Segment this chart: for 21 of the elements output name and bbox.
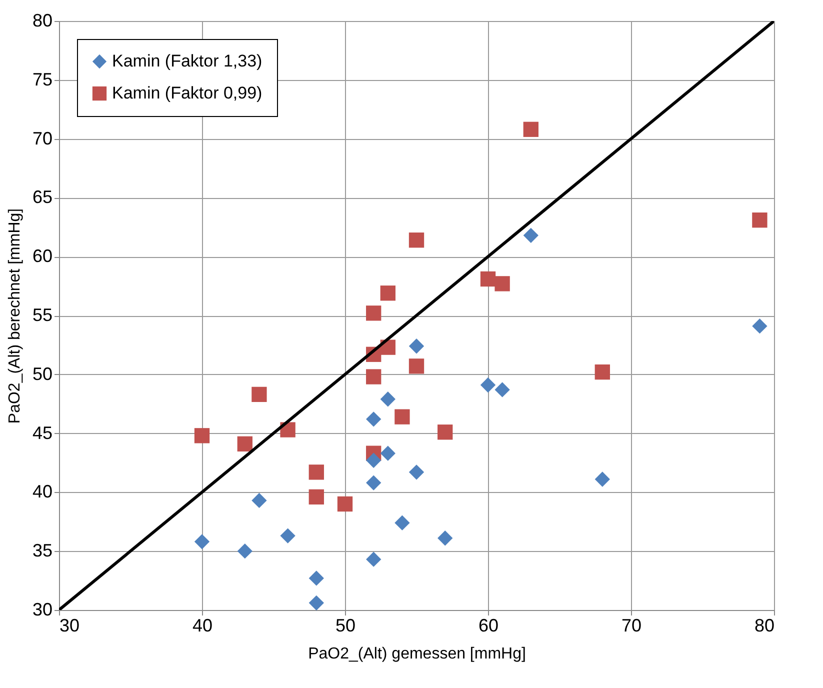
x-tick-label: 70 (621, 616, 642, 636)
x-tick-label: 30 (60, 616, 80, 636)
y-tick-label: 50 (32, 364, 52, 384)
y-tick-label: 55 (32, 305, 52, 325)
y-tick-label: 30 (32, 600, 52, 620)
y-tick-label: 80 (32, 10, 52, 30)
y-tick-label: 35 (32, 540, 52, 561)
legend-label: Kamin (Faktor 1,33) (112, 52, 262, 70)
y-tick-label: 45 (32, 422, 52, 443)
x-tick-label: 60 (478, 616, 499, 636)
x-tick-label: 80 (754, 616, 774, 636)
x-axis-title: PaO2_(Alt) gemessen [mmHg] (308, 646, 526, 662)
y-tick-label: 40 (32, 482, 52, 502)
y-tick-label: 70 (32, 128, 52, 148)
y-tick-label: 75 (32, 69, 52, 90)
y-tick-label: 65 (32, 187, 52, 208)
x-tick-label: 50 (335, 616, 356, 636)
x-tick-label: 40 (192, 616, 213, 636)
y-tick-label: 60 (32, 246, 52, 266)
y-axis-title: PaO2_(Alt) berechnet [mmHg] (6, 208, 24, 424)
legend-label: Kamin (Faktor 0,99) (112, 84, 262, 102)
